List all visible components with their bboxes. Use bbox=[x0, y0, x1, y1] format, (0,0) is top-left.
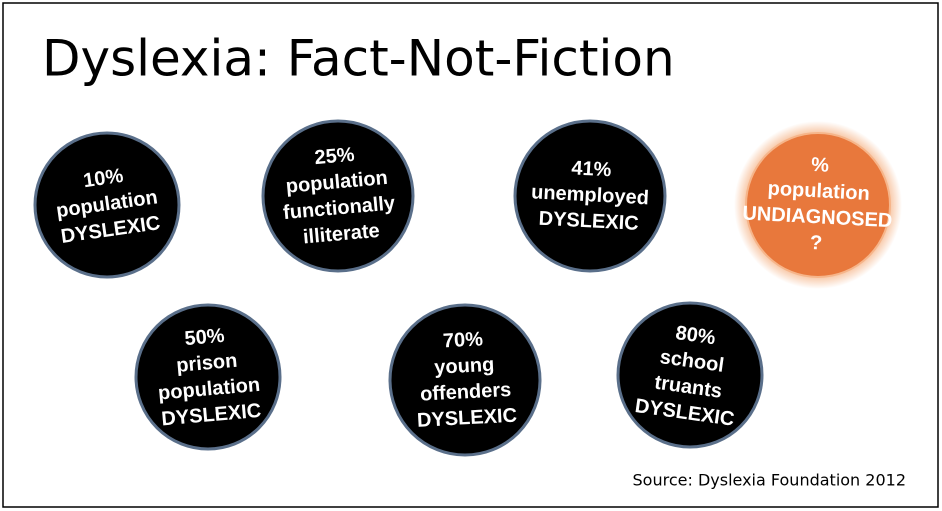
circle-line: offenders bbox=[420, 379, 512, 406]
circle-bg bbox=[261, 119, 415, 273]
circle-headline: % bbox=[811, 154, 830, 177]
circle-line: population bbox=[767, 178, 870, 205]
circle-bg bbox=[513, 119, 667, 273]
circle-headline: 41% bbox=[571, 157, 612, 181]
circle-headline: 70% bbox=[442, 328, 483, 352]
circle-bg bbox=[134, 303, 282, 451]
circle-line: DYSLEXIC bbox=[538, 208, 639, 235]
circle-line: young bbox=[434, 354, 495, 379]
circle-bg bbox=[33, 131, 181, 279]
circle-line: DYSLEXIC bbox=[416, 405, 517, 432]
circle-headline: 50% bbox=[184, 325, 226, 350]
source: Source: Dyslexia Foundation 2012 bbox=[633, 471, 906, 490]
title: Dyslexia: Fact-Not-Fiction bbox=[42, 30, 675, 88]
circle-bg bbox=[616, 301, 764, 449]
circle-headline: 25% bbox=[314, 144, 356, 169]
circle-line: prison bbox=[175, 350, 238, 377]
circle-bg bbox=[388, 303, 542, 457]
circle-bg bbox=[745, 132, 891, 278]
circle-line: ? bbox=[809, 232, 822, 255]
